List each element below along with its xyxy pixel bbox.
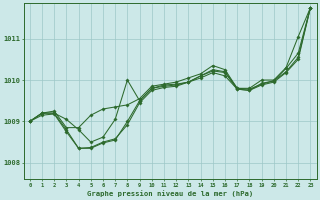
X-axis label: Graphe pression niveau de la mer (hPa): Graphe pression niveau de la mer (hPa) — [87, 190, 253, 197]
